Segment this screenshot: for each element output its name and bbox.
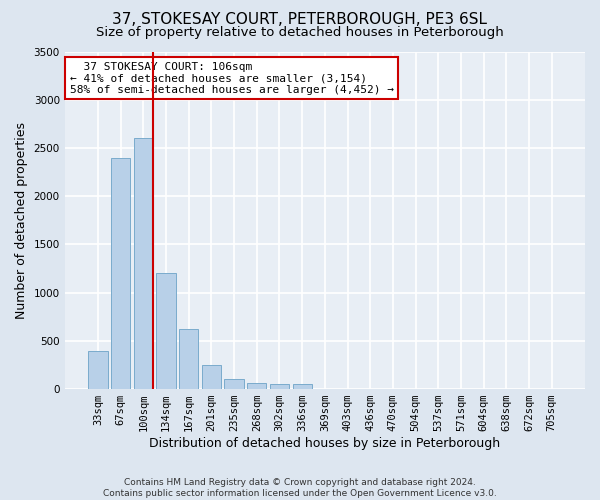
Bar bbox=[247, 384, 266, 389]
Text: Size of property relative to detached houses in Peterborough: Size of property relative to detached ho… bbox=[96, 26, 504, 39]
Bar bbox=[111, 158, 130, 389]
X-axis label: Distribution of detached houses by size in Peterborough: Distribution of detached houses by size … bbox=[149, 437, 500, 450]
Bar bbox=[179, 330, 199, 389]
Bar bbox=[134, 138, 153, 389]
Bar bbox=[270, 384, 289, 389]
Text: Contains HM Land Registry data © Crown copyright and database right 2024.
Contai: Contains HM Land Registry data © Crown c… bbox=[103, 478, 497, 498]
Bar bbox=[224, 380, 244, 389]
Bar bbox=[88, 350, 107, 389]
Bar bbox=[157, 274, 176, 389]
Y-axis label: Number of detached properties: Number of detached properties bbox=[15, 122, 28, 319]
Bar bbox=[293, 384, 312, 389]
Text: 37 STOKESAY COURT: 106sqm  
← 41% of detached houses are smaller (3,154)
58% of : 37 STOKESAY COURT: 106sqm ← 41% of detac… bbox=[70, 62, 394, 95]
Bar bbox=[202, 365, 221, 389]
Text: 37, STOKESAY COURT, PETERBOROUGH, PE3 6SL: 37, STOKESAY COURT, PETERBOROUGH, PE3 6S… bbox=[113, 12, 487, 28]
